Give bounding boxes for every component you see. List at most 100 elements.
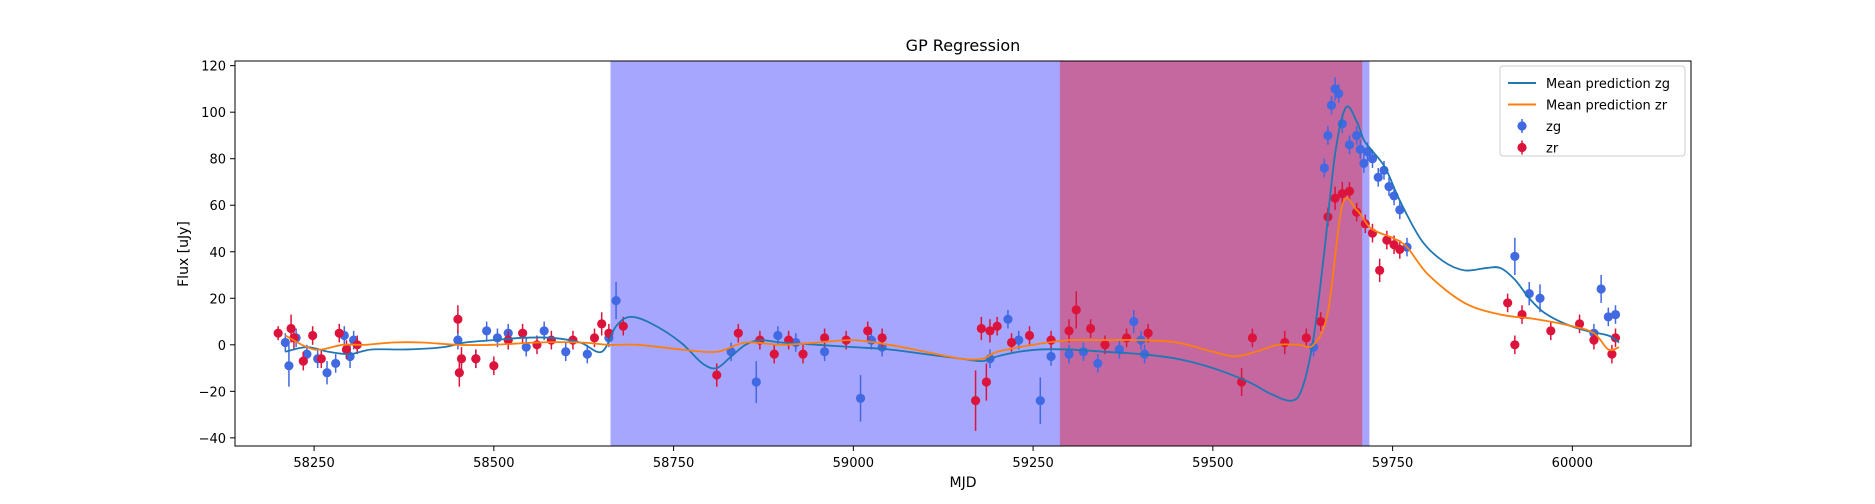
data-point-zr [1024, 330, 1035, 341]
x-axis-label: MJD [950, 475, 977, 491]
data-point-zr [1301, 333, 1311, 343]
data-point-zr [1546, 326, 1556, 336]
data-point-zg [1323, 130, 1333, 141]
data-point-zr [1280, 337, 1290, 348]
data-point-zr [819, 333, 830, 343]
x-tick-label: 58500 [473, 456, 514, 471]
data-point-zg [1078, 347, 1089, 357]
legend-label-zg: zg [1546, 120, 1561, 135]
data-point-zg [302, 349, 312, 359]
data-point-zr [992, 321, 1002, 331]
y-tick-label: 20 [209, 292, 226, 307]
data-point-zr [1247, 333, 1258, 343]
shaded-region-2 [1060, 61, 1362, 446]
data-point-zg [1367, 154, 1378, 164]
data-point-zg [819, 347, 830, 357]
data-point-zr [1006, 337, 1017, 348]
data-point-zg [280, 337, 290, 348]
plot-area [273, 61, 1621, 446]
x-tick-label: 59000 [833, 456, 874, 471]
plot-frame [234, 60, 1692, 447]
data-point-zr [454, 368, 464, 378]
x-tick-label: 58750 [653, 456, 694, 471]
data-point-zg [521, 342, 531, 352]
data-point-zg [1603, 312, 1613, 322]
data-point-zr [970, 396, 981, 406]
data-point-zg [1319, 163, 1329, 173]
data-point-zg [1093, 358, 1103, 369]
data-point-zg [751, 377, 761, 387]
data-point-zr [341, 344, 352, 355]
data-point-zr [456, 354, 467, 364]
data-point-zg [1373, 172, 1383, 182]
data-point-zr [863, 326, 873, 336]
data-point-zr [985, 326, 995, 336]
x-tick-label: 60000 [1552, 456, 1593, 471]
data-point-zg [1326, 100, 1337, 110]
data-point-zr [471, 354, 481, 364]
data-point-zg [855, 393, 866, 403]
data-point-zr [877, 333, 887, 343]
x-tick-label: 59500 [1192, 456, 1233, 471]
data-point-zr [1352, 207, 1362, 217]
data-point-zg [539, 326, 549, 336]
data-point-zg [773, 330, 783, 341]
data-point-zr [597, 319, 607, 329]
data-point-zr [1375, 265, 1385, 275]
data-point-zg [1395, 205, 1405, 215]
data-point-zg [1014, 335, 1024, 345]
data-point-zr [1121, 333, 1132, 343]
data-point-zr [518, 328, 528, 338]
chart-title: GP Regression [906, 36, 1021, 55]
mean-prediction-line-zg [285, 105, 1620, 402]
data-point-zr [1395, 244, 1405, 255]
data-point-zg [1129, 316, 1139, 327]
data-point-zr [298, 356, 308, 366]
data-point-zg [611, 296, 621, 306]
data-point-zr [273, 328, 283, 338]
data-point-zr [308, 330, 318, 341]
x-tick-label: 59250 [1012, 456, 1053, 471]
data-point-zg [1352, 130, 1362, 141]
legend-swatch-zg [1517, 121, 1527, 131]
data-point-zr [733, 328, 743, 338]
data-point-zg [1596, 284, 1606, 294]
legend-label-zr: zr [1546, 142, 1559, 157]
data-point-zg [1003, 314, 1013, 324]
data-point-zr [1610, 333, 1621, 343]
legend-label-mean-prediction-zg: Mean prediction zg [1546, 77, 1670, 92]
data-point-zg [1510, 251, 1520, 262]
data-point-zg [331, 358, 341, 369]
data-point-zr [489, 361, 499, 371]
data-point-zr [1344, 186, 1355, 196]
x-tick-label: 58250 [293, 456, 334, 471]
data-point-zr [1086, 323, 1096, 334]
mean-prediction-line-zr [284, 197, 1620, 361]
data-point-zr [1510, 340, 1520, 350]
data-point-zr [1143, 328, 1153, 338]
data-point-zr [1503, 298, 1513, 308]
legend-swatch-zr [1517, 142, 1527, 153]
x-tick-label: 59750 [1372, 456, 1413, 471]
data-point-zg [492, 333, 503, 343]
data-point-zg [1384, 182, 1394, 192]
y-tick-label: −40 [199, 432, 226, 447]
data-point-zr [798, 349, 808, 359]
legend-label-mean-prediction-zr: Mean prediction zr [1546, 99, 1668, 114]
y-tick-label: 100 [201, 106, 226, 121]
data-point-zg [1334, 88, 1344, 99]
data-point-zg [1610, 309, 1621, 320]
y-axis-label: Flux [uJy] [176, 221, 192, 287]
data-point-zr [1337, 188, 1347, 199]
data-point-zg [1064, 349, 1074, 359]
data-point-zr [453, 314, 463, 324]
y-tick-label: 60 [209, 199, 226, 214]
data-point-zg [284, 361, 294, 371]
data-point-zr [981, 377, 991, 387]
legend-box [1499, 65, 1686, 157]
data-point-zg [1355, 144, 1365, 154]
y-tick-label: 80 [209, 153, 226, 168]
data-point-zr [1607, 349, 1617, 359]
